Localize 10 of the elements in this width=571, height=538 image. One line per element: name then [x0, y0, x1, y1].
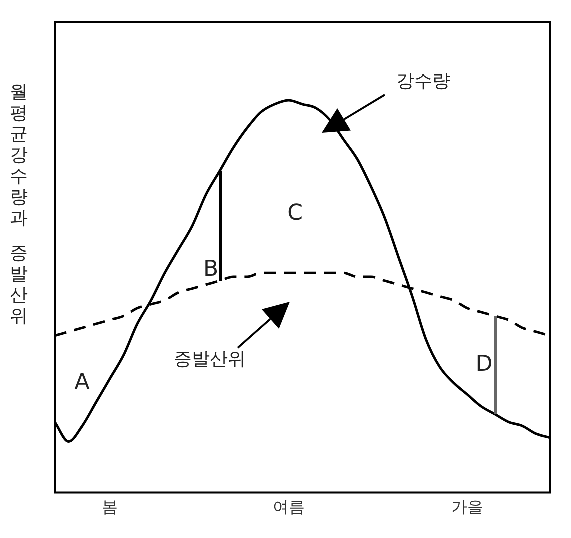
annotation: C [288, 200, 304, 226]
annotation: 증발산위 [174, 348, 246, 371]
x-tick-label: 가을 [452, 498, 484, 517]
text: 강수량 [396, 70, 451, 94]
annotation: B [204, 257, 219, 282]
annotation: A [74, 370, 90, 396]
x-tick-label: 봄 [102, 498, 118, 517]
text: 월평균강수량과 증발산위 [10, 82, 28, 327]
x-tick-label: 여름 [272, 498, 305, 517]
annotation: D [476, 352, 493, 377]
